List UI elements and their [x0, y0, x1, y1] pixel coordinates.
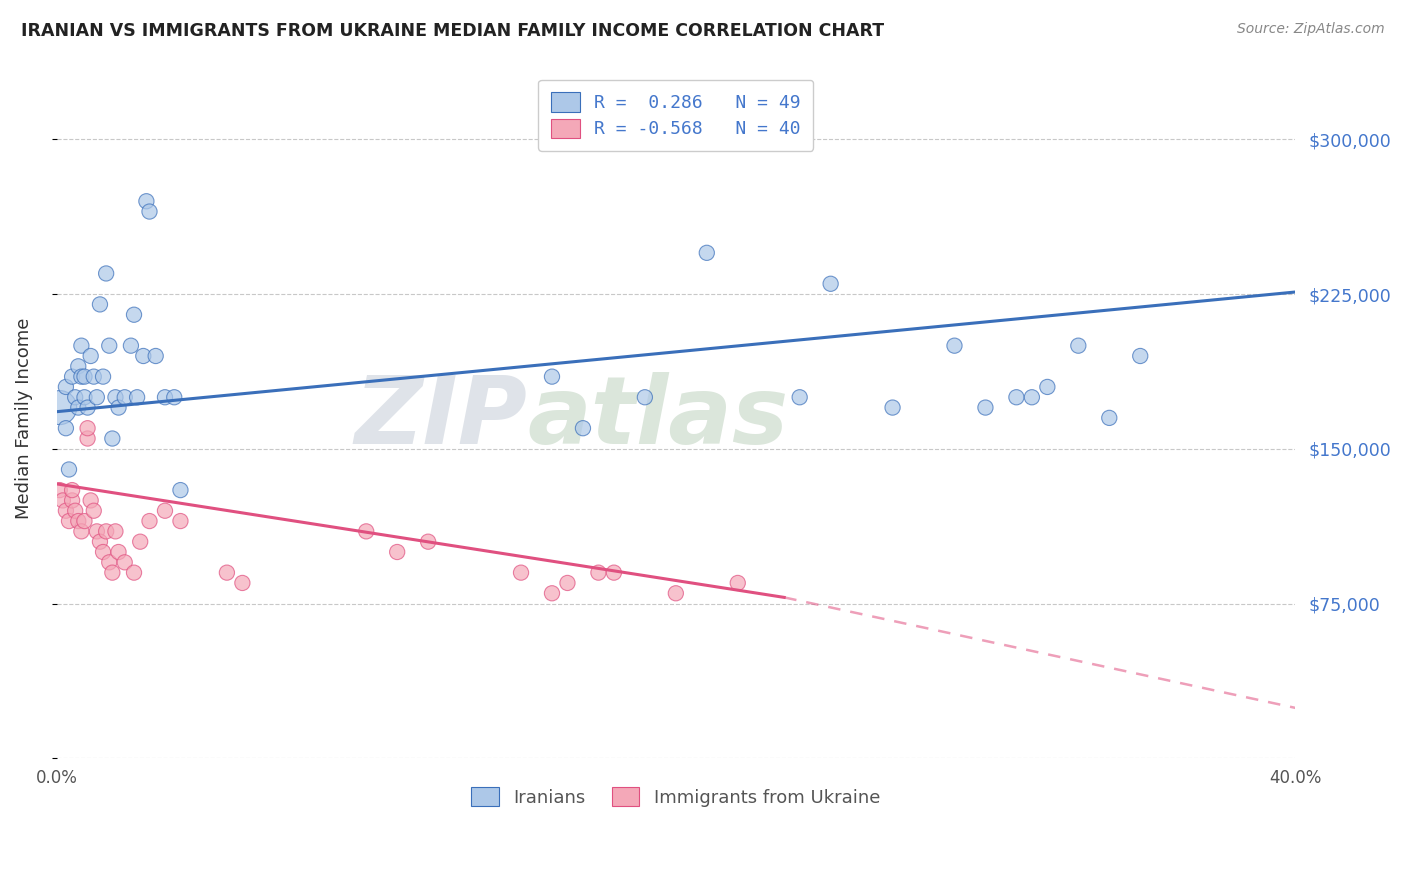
Point: [76, 401, 98, 415]
Text: ZIP: ZIP: [354, 372, 527, 464]
Point: [385, 545, 408, 559]
Point: [153, 504, 176, 518]
Point: [354, 524, 377, 539]
Point: [603, 566, 626, 580]
Point: [76, 421, 98, 435]
Point: [169, 514, 191, 528]
Point: [89, 297, 111, 311]
Point: [1129, 349, 1152, 363]
Point: [70, 524, 93, 539]
Point: [510, 566, 533, 580]
Point: [83, 504, 105, 518]
Point: [1067, 339, 1090, 353]
Point: [572, 421, 595, 435]
Point: [145, 349, 167, 363]
Point: [789, 390, 811, 404]
Point: [231, 576, 253, 591]
Point: [86, 524, 108, 539]
Point: [98, 555, 121, 569]
Point: [727, 576, 749, 591]
Point: [70, 339, 93, 353]
Point: [696, 245, 718, 260]
Point: [127, 390, 149, 404]
Point: [101, 566, 124, 580]
Point: [89, 534, 111, 549]
Point: [104, 524, 127, 539]
Point: [73, 390, 96, 404]
Point: [63, 390, 86, 404]
Point: [163, 390, 186, 404]
Point: [58, 462, 80, 476]
Y-axis label: Median Family Income: Median Family Income: [15, 318, 32, 518]
Point: [60, 483, 83, 497]
Point: [820, 277, 842, 291]
Point: [60, 493, 83, 508]
Point: [48, 483, 70, 497]
Point: [153, 390, 176, 404]
Point: [541, 586, 564, 600]
Point: [79, 493, 101, 508]
Point: [120, 339, 142, 353]
Point: [665, 586, 688, 600]
Point: [1036, 380, 1059, 394]
Point: [129, 534, 152, 549]
Point: [63, 504, 86, 518]
Point: [974, 401, 997, 415]
Point: [135, 194, 157, 209]
Point: [107, 545, 129, 559]
Point: [98, 339, 121, 353]
Point: [101, 432, 124, 446]
Point: [73, 514, 96, 528]
Point: [418, 534, 440, 549]
Point: [104, 390, 127, 404]
Point: [76, 432, 98, 446]
Point: [86, 390, 108, 404]
Point: [634, 390, 657, 404]
Point: [132, 349, 155, 363]
Point: [55, 380, 77, 394]
Point: [55, 421, 77, 435]
Point: [169, 483, 191, 497]
Point: [122, 308, 145, 322]
Point: [60, 369, 83, 384]
Text: IRANIAN VS IMMIGRANTS FROM UKRAINE MEDIAN FAMILY INCOME CORRELATION CHART: IRANIAN VS IMMIGRANTS FROM UKRAINE MEDIA…: [21, 22, 884, 40]
Point: [1005, 390, 1028, 404]
Point: [67, 359, 90, 374]
Point: [67, 401, 90, 415]
Point: [1021, 390, 1043, 404]
Point: [107, 401, 129, 415]
Text: atlas: atlas: [527, 372, 789, 464]
Point: [83, 369, 105, 384]
Point: [91, 545, 114, 559]
Point: [55, 504, 77, 518]
Point: [557, 576, 579, 591]
Point: [588, 566, 610, 580]
Point: [91, 369, 114, 384]
Point: [882, 401, 904, 415]
Point: [79, 349, 101, 363]
Point: [215, 566, 238, 580]
Point: [94, 267, 117, 281]
Point: [114, 555, 136, 569]
Point: [67, 514, 90, 528]
Point: [114, 390, 136, 404]
Legend: Iranians, Immigrants from Ukraine: Iranians, Immigrants from Ukraine: [464, 780, 887, 814]
Text: Source: ZipAtlas.com: Source: ZipAtlas.com: [1237, 22, 1385, 37]
Point: [73, 369, 96, 384]
Point: [70, 369, 93, 384]
Point: [138, 514, 160, 528]
Point: [541, 369, 564, 384]
Point: [138, 204, 160, 219]
Point: [48, 401, 70, 415]
Point: [58, 514, 80, 528]
Point: [1098, 410, 1121, 425]
Point: [943, 339, 966, 353]
Point: [122, 566, 145, 580]
Point: [52, 493, 75, 508]
Point: [94, 524, 117, 539]
